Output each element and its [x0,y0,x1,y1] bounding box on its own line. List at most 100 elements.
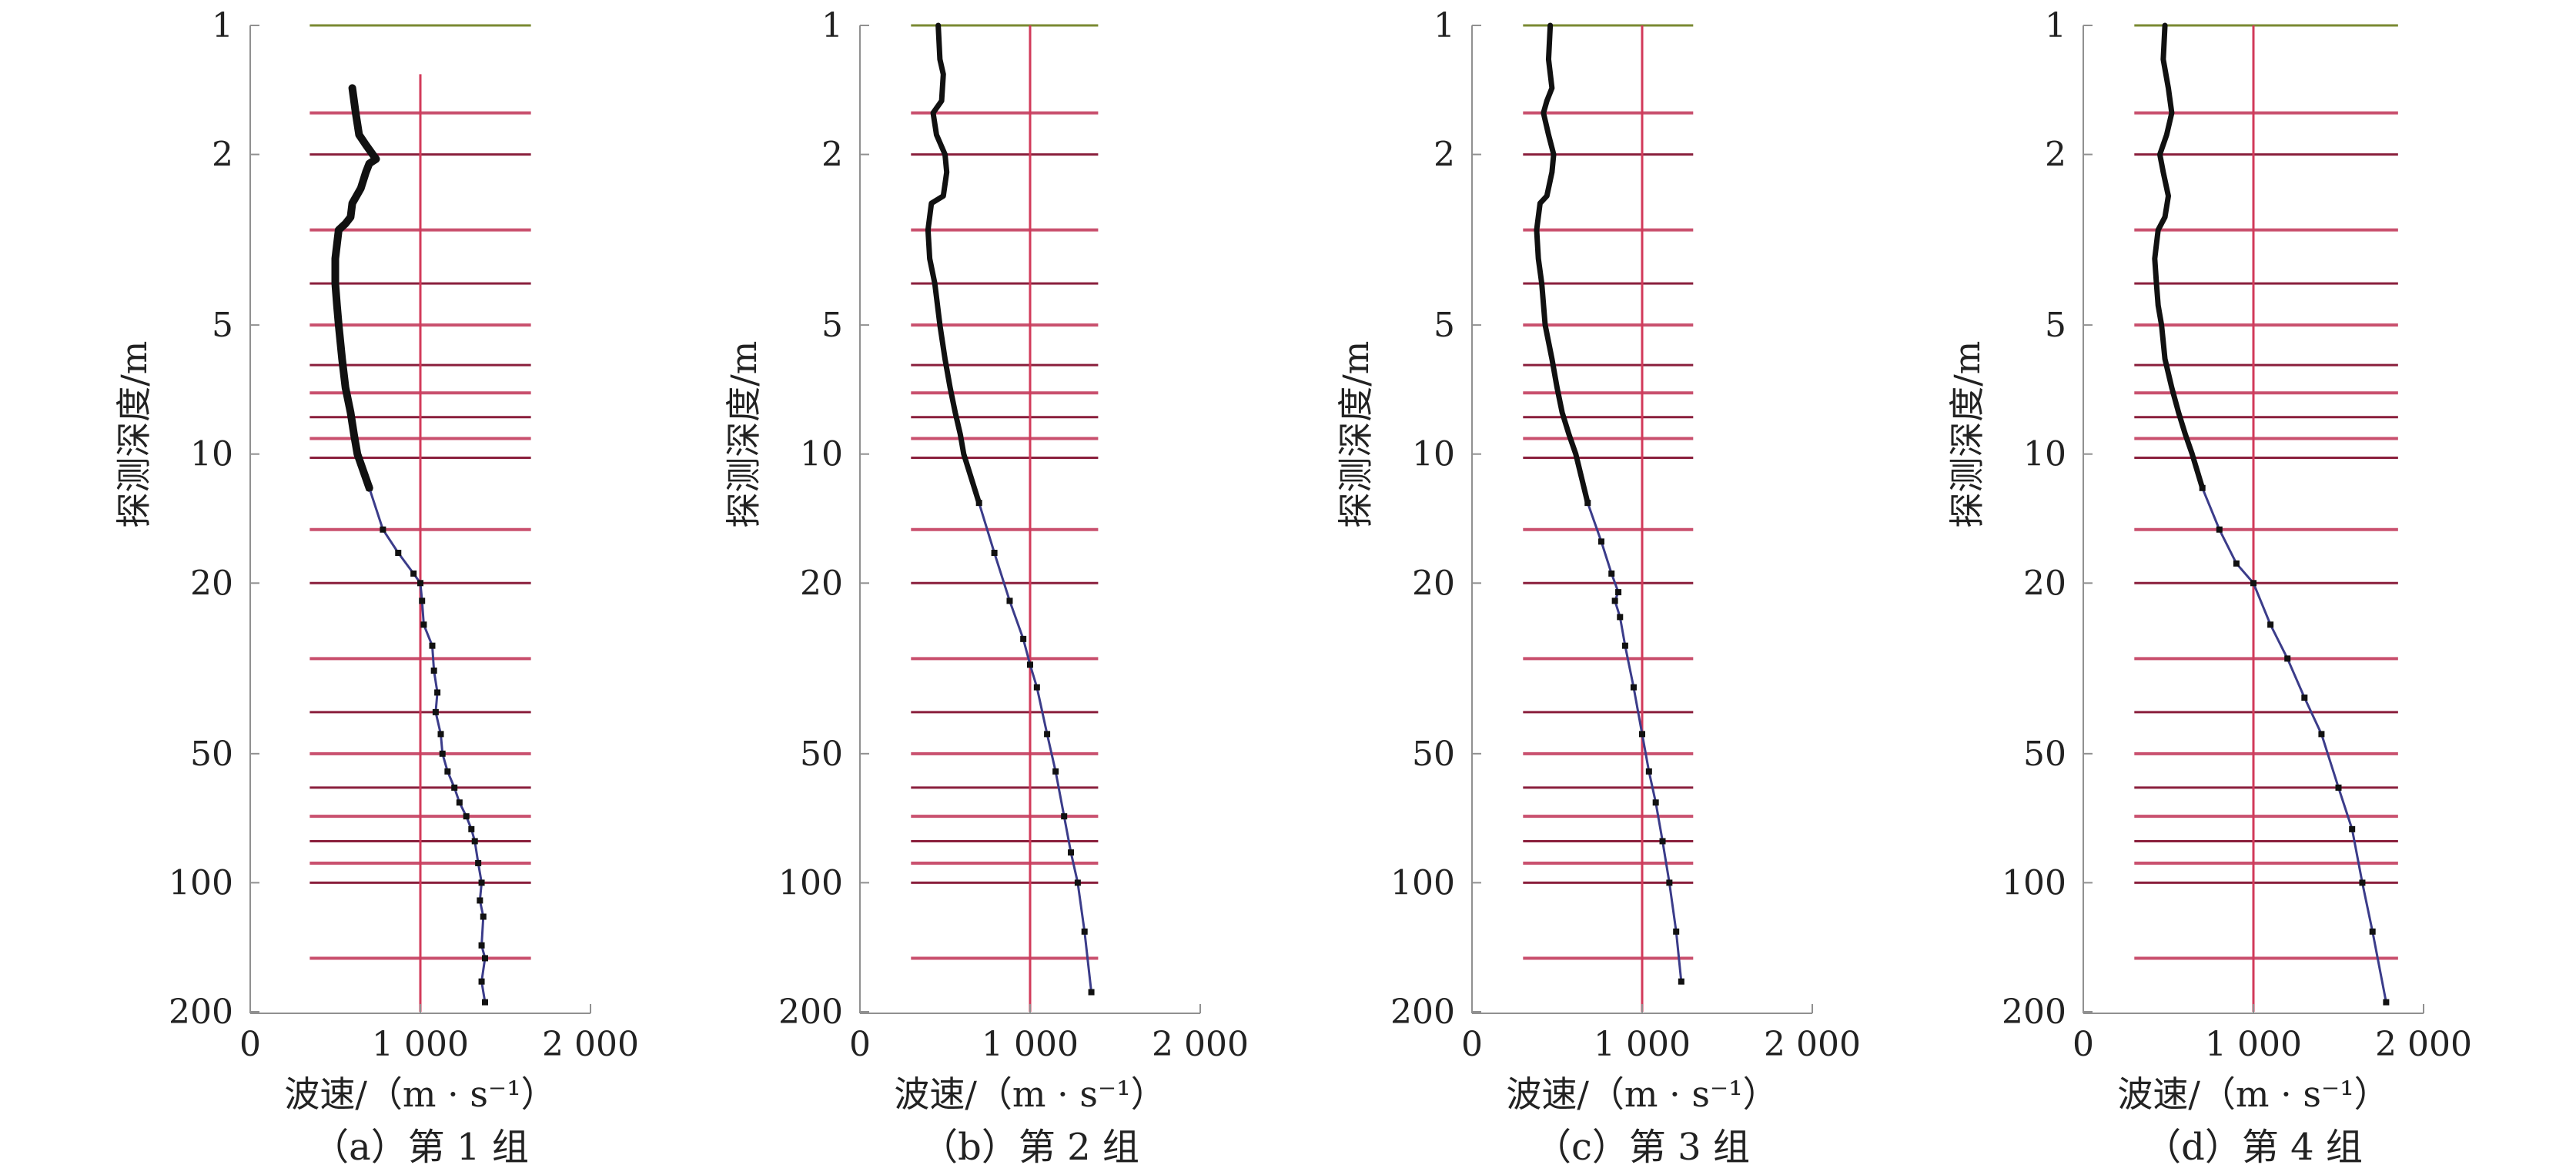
y-tick-label: 50 [2023,735,2066,774]
y-tick-label: 200 [778,993,843,1032]
velocity-point [1584,500,1591,507]
velocity-point [2216,526,2223,533]
y-tick-label: 1 [212,6,233,45]
velocity-point [444,768,451,775]
velocity-point [1666,879,1673,886]
y-tick-label: 10 [190,435,233,474]
x-axis-title: 波速/（m · s⁻¹） [284,1073,556,1115]
velocity-point [429,642,436,649]
y-tick-label: 2 [212,136,233,175]
velocity-curve-lower [1586,502,1683,982]
velocity-point [366,484,373,491]
velocity-point [1068,849,1075,856]
velocity-point [410,570,417,577]
x-axis-title: 波速/（m · s⁻¹） [2117,1073,2389,1115]
velocity-point [475,859,482,866]
velocity-point [1639,731,1645,738]
velocity-point [1617,614,1624,621]
velocity-point [468,825,475,832]
velocity-point [2250,580,2257,587]
velocity-point [1088,989,1095,996]
y-tick-label: 20 [1412,564,1455,603]
velocity-point [420,621,427,628]
velocity-point [1645,768,1652,775]
velocity-curve-lower [2201,487,2387,1003]
velocity-point [380,526,386,533]
velocity-point [1081,928,1088,935]
velocity-point [1621,642,1628,649]
velocity-point [1608,570,1615,577]
velocity-point [419,598,426,604]
x-tick-label: 0 [239,1025,261,1064]
x-tick-label: 1 000 [2205,1025,2302,1064]
velocity-point [439,750,446,757]
velocity-point [1027,661,1033,668]
y-tick-label: 2 [2045,136,2066,175]
velocity-point [1630,684,1637,691]
y-tick-label: 20 [2023,564,2066,603]
velocity-point [480,913,487,920]
velocity-point [2267,621,2274,628]
y-tick-label: 100 [778,863,843,902]
velocity-point [481,999,488,1006]
y-tick-label: 2 [821,136,843,175]
y-tick-label: 200 [2002,993,2066,1032]
velocity-point [478,879,485,886]
x-tick-label: 1 000 [372,1025,469,1064]
x-tick-label: 1 000 [982,1025,1079,1064]
velocity-point [1678,978,1684,985]
velocity-curve-lower [978,502,1093,993]
velocity-point [975,500,982,507]
x-tick-label: 2 000 [2375,1025,2472,1064]
velocity-point [2318,731,2325,738]
y-tick-label: 50 [190,735,233,774]
velocity-point [432,708,439,715]
x-tick-label: 2 000 [542,1025,639,1064]
velocity-point [2359,879,2366,886]
y-tick-label: 5 [1434,306,1455,345]
y-tick-label: 20 [190,564,233,603]
velocity-point [1597,538,1604,545]
panel-caption: （b）第 2 组 [921,1126,1139,1169]
velocity-curve-upper [331,84,380,492]
velocity-point [2335,784,2342,791]
y-tick-label: 5 [2045,306,2066,345]
velocity-point [1615,589,1622,596]
velocity-point [1052,768,1059,775]
velocity-curve-upper [2152,22,2206,491]
y-tick-label: 200 [169,993,233,1032]
velocity-point [395,549,402,556]
x-tick-label: 0 [1461,1025,1483,1064]
velocity-point [1673,928,1680,935]
velocity-curve-lower [368,487,487,1003]
velocity-point [430,667,437,674]
velocity-point [477,897,483,904]
y-axis-title: 探测深度/m [1335,341,1377,528]
y-tick-label: 50 [1412,735,1455,774]
velocity-point [463,813,470,820]
x-axis-title: 波速/（m · s⁻¹） [894,1073,1166,1115]
x-tick-label: 2 000 [1152,1025,1249,1064]
velocity-point [456,799,463,806]
y-axis-title: 探测深度/m [723,341,764,528]
y-tick-label: 100 [2002,863,2066,902]
x-axis-title: 波速/（m · s⁻¹） [1506,1073,1778,1115]
velocity-curve-upper [1534,22,1591,506]
velocity-point [2199,484,2206,491]
velocity-point [437,731,444,738]
y-tick-label: 10 [800,435,843,474]
velocity-point [481,955,488,962]
y-tick-label: 5 [821,306,843,345]
velocity-point [434,689,441,696]
velocity-point [2233,560,2240,567]
velocity-point [1074,879,1081,886]
x-tick-label: 1 000 [1594,1025,1691,1064]
velocity-point [1659,838,1666,845]
velocity-point [2369,928,2376,935]
y-tick-label: 20 [800,564,843,603]
x-tick-label: 0 [2073,1025,2094,1064]
